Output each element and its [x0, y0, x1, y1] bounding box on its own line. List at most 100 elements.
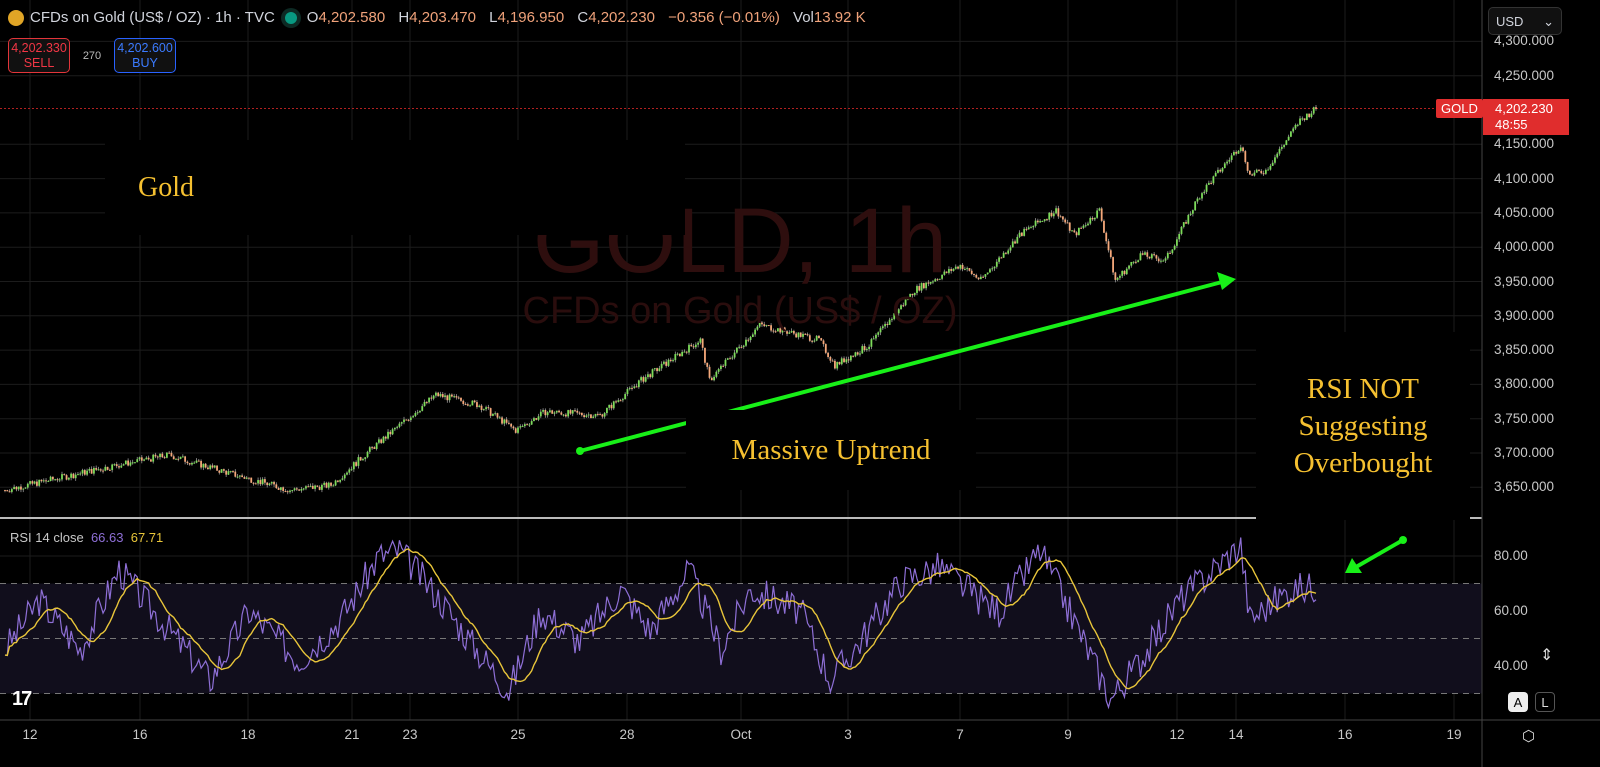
candle: [644, 377, 647, 382]
candle: [469, 405, 472, 407]
candle: [993, 266, 996, 269]
candle: [4, 490, 6, 492]
currency-select[interactable]: USD ⌄: [1488, 7, 1562, 35]
symbol-header: CFDs on Gold (US$ / OZ) · 1h · TVC O4,20…: [8, 9, 875, 26]
candle: [902, 305, 905, 307]
volume-label: Vol: [793, 9, 814, 26]
price-tick: 4,250.000: [1494, 67, 1555, 83]
candle: [1041, 220, 1044, 222]
candle: [585, 415, 588, 418]
currency-value: USD: [1496, 14, 1524, 29]
candle: [293, 488, 296, 491]
candle: [847, 359, 850, 361]
candle: [391, 429, 394, 435]
log-scale-button[interactable]: L: [1535, 692, 1555, 712]
candle: [863, 346, 866, 351]
price-tick: 4,000.000: [1494, 239, 1555, 255]
candle: [1128, 265, 1130, 269]
candle: [1153, 254, 1156, 256]
annotation-rsi[interactable]: RSI NOT Suggesting Overbought: [1256, 332, 1470, 520]
candle: [31, 481, 34, 484]
candle: [384, 436, 387, 439]
candle: [555, 410, 558, 413]
candle: [487, 407, 490, 409]
candle: [1130, 261, 1133, 266]
candle: [323, 482, 326, 485]
candle: [113, 464, 116, 466]
buy-button[interactable]: 4,202.600 BUY: [114, 38, 176, 73]
candle: [512, 426, 515, 429]
candle: [1109, 250, 1112, 258]
annotation-uptrend[interactable]: Massive Uptrend: [686, 410, 976, 490]
candle: [822, 340, 825, 345]
candle: [378, 439, 380, 443]
candle: [1119, 275, 1121, 278]
candle: [341, 478, 344, 480]
candle: [1201, 193, 1203, 199]
sell-price: 4,202.330: [11, 40, 67, 55]
candle: [95, 467, 98, 470]
candle: [818, 335, 820, 339]
candle: [1230, 155, 1233, 160]
annotation-gold[interactable]: Gold: [105, 140, 685, 235]
candle: [909, 293, 912, 300]
candle: [788, 332, 791, 334]
candle: [97, 469, 100, 471]
candle: [729, 358, 731, 360]
candle: [1043, 219, 1046, 221]
settings-icon[interactable]: ⬡: [1522, 728, 1536, 745]
auto-scale-button[interactable]: A: [1508, 692, 1528, 712]
candle: [120, 465, 123, 468]
tradingview-logo-icon[interactable]: 17: [12, 688, 32, 710]
candle: [738, 346, 741, 348]
candle: [54, 479, 57, 481]
candle: [1134, 261, 1137, 263]
candle: [1315, 107, 1317, 109]
rsi-legend[interactable]: RSI 14 close 66.63 67.71: [10, 530, 163, 545]
symbol-title[interactable]: CFDs on Gold (US$ / OZ) · 1h · TVC: [30, 9, 275, 26]
candle: [405, 419, 408, 421]
candle: [207, 467, 209, 470]
candle: [747, 339, 750, 341]
candle: [663, 361, 665, 364]
candle: [261, 479, 264, 485]
sell-button[interactable]: 4,202.330 SELL: [8, 38, 70, 73]
candle: [371, 447, 373, 449]
candle: [929, 281, 932, 284]
candle: [945, 271, 948, 273]
candle: [314, 485, 316, 489]
candle: [430, 397, 433, 399]
candle: [450, 394, 453, 397]
candle: [1048, 212, 1051, 220]
candle: [608, 404, 611, 408]
candle: [1139, 253, 1142, 261]
candle: [282, 487, 285, 491]
candle: [1242, 147, 1244, 152]
candle: [437, 392, 440, 397]
candle: [177, 458, 180, 460]
candle: [209, 465, 212, 470]
low-value: 4,196.950: [497, 9, 565, 26]
candle: [108, 469, 111, 471]
candle: [1226, 161, 1228, 164]
scale-resize-icon[interactable]: ⇕: [1540, 647, 1554, 664]
candle: [626, 388, 629, 395]
trend-arrow-start: [576, 447, 584, 455]
candle: [145, 457, 148, 460]
candle: [1251, 174, 1254, 176]
candle: [204, 463, 207, 468]
candle: [131, 462, 134, 464]
candle: [704, 347, 706, 363]
candle: [831, 360, 834, 362]
candle: [875, 334, 877, 339]
candle: [932, 281, 934, 283]
candle: [1080, 227, 1083, 229]
candle: [1210, 182, 1213, 184]
candle: [1100, 208, 1103, 221]
candle: [756, 326, 759, 330]
candle: [136, 459, 139, 463]
candle: [799, 332, 802, 337]
candle: [674, 354, 677, 361]
candle: [1014, 241, 1016, 244]
